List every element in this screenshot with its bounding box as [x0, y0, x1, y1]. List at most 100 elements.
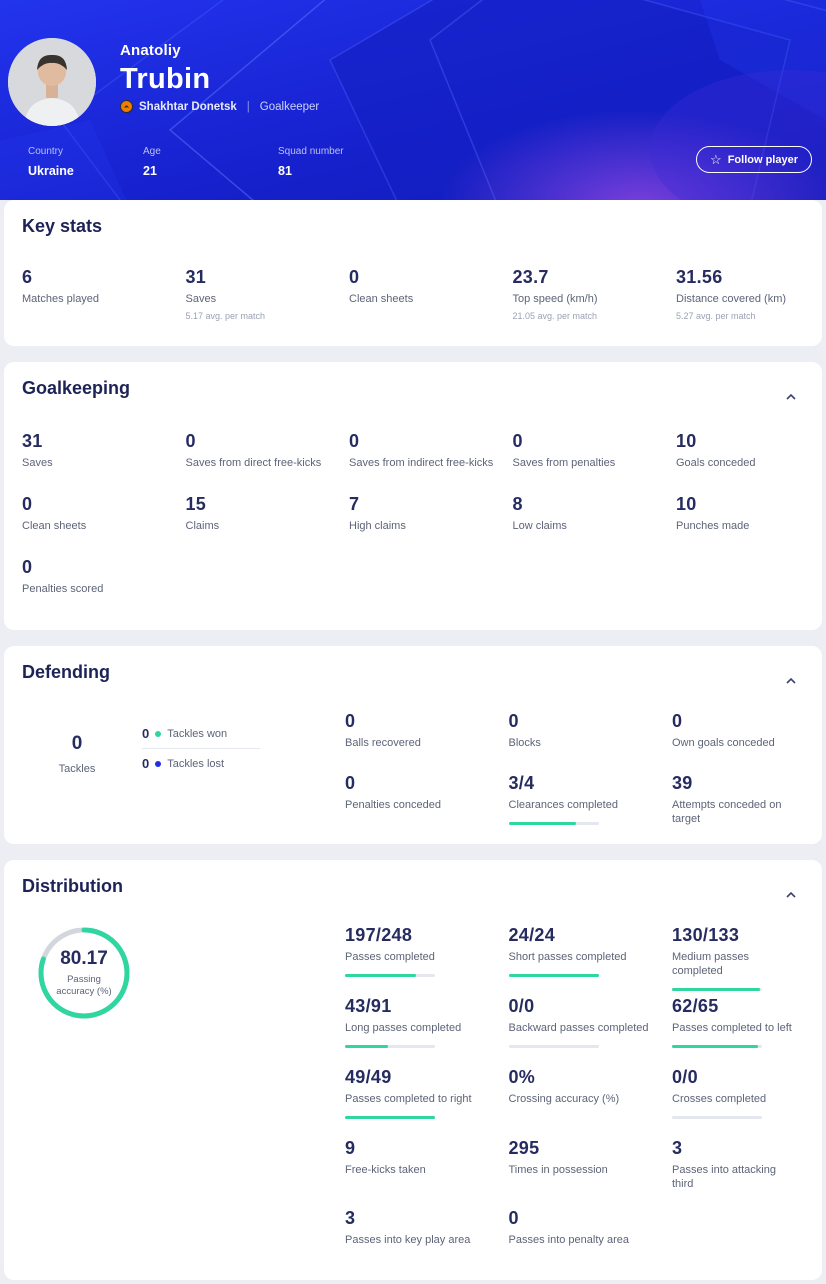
avatar — [8, 38, 96, 126]
stat-passes-completed-to-right: 49/49 Passes completed to right — [345, 1053, 509, 1124]
player-first-name: Anatoliy — [120, 42, 181, 59]
defending-collapse-button[interactable] — [784, 670, 798, 689]
stat-long-passes-completed: 43/91 Long passes completed — [345, 982, 509, 1053]
goalkeeping-grid: 31 Saves 0 Saves from direct free-kicks … — [18, 431, 808, 635]
stat-medium-passes-completed: 130/133 Medium passes completed — [672, 911, 808, 991]
stat-matches-played: 6 Matches played — [22, 267, 186, 321]
chevron-up-icon — [786, 677, 796, 684]
stat-value: 0 — [512, 431, 523, 451]
stat-value: 0% — [508, 1067, 536, 1087]
star-icon: ☆ — [710, 152, 722, 167]
stat-label: Saves from penalties — [512, 457, 616, 469]
stat-value: 0 — [345, 773, 356, 793]
stat-penalties-conceded: 0 Penalties conceded — [345, 773, 509, 827]
stat-value: 0 — [508, 711, 519, 731]
stat-blocks: 0 Blocks — [509, 711, 673, 753]
meta-value: 21 — [143, 164, 157, 178]
tackles-won-label: Tackles won — [167, 727, 228, 740]
stat-label: Saves from indirect free-kicks — [349, 457, 494, 469]
progress-bar — [508, 1044, 599, 1048]
stat-goals-conceded: 10 Goals conceded — [676, 431, 808, 473]
club-position-separator: | — [246, 100, 250, 113]
goalkeeping-collapse-button[interactable] — [784, 386, 798, 405]
stat-value: 0 — [71, 733, 83, 754]
stat-label: Blocks — [508, 737, 541, 749]
stat-label: Saves — [185, 293, 217, 305]
club-name[interactable]: Shakhtar Donetsk — [139, 100, 237, 113]
stat-label: Distance covered (km) — [676, 293, 787, 305]
stat-passes-into-penalty-area: 0 Passes into penalty area — [509, 1194, 673, 1264]
progress-bar — [672, 1044, 762, 1048]
stat-label: Long passes completed — [345, 1022, 462, 1034]
progress-bar — [672, 1115, 762, 1119]
stat-label: Passes into attacking third — [672, 1164, 776, 1190]
stat-value: 62/65 — [672, 996, 719, 1016]
club-position-row: Shakhtar Donetsk | Goalkeeper — [120, 100, 319, 113]
stat-label: Clean sheets — [349, 293, 414, 305]
stat-sub-label: 5.17 avg. per match — [185, 310, 266, 321]
stat-value: 130/133 — [672, 925, 740, 945]
progress-bar — [508, 973, 599, 977]
meta-label: Age — [143, 146, 161, 157]
stat-label: Passes into penalty area — [508, 1234, 629, 1246]
stat-label: Passes completed to left — [672, 1022, 792, 1034]
stat-sub-label: 21.05 avg. per match — [512, 310, 598, 321]
stat-label: Backward passes completed — [508, 1022, 649, 1034]
meta-label: Country — [28, 146, 64, 157]
chevron-up-icon — [786, 393, 796, 400]
stat-label: Medium passes completed — [672, 951, 750, 977]
stat-saves: 31 Saves — [22, 431, 186, 473]
follow-player-button[interactable]: ☆ Follow player — [696, 146, 812, 173]
follow-player-label: Follow player — [727, 153, 798, 166]
stat-label: High claims — [349, 520, 406, 532]
stat-value: 0 — [672, 711, 683, 731]
stat-label: Crosses completed — [672, 1093, 767, 1105]
tackles-lost-dot-icon — [155, 760, 162, 767]
stat-label: Low claims — [512, 520, 567, 532]
defending-title: Defending — [22, 662, 110, 682]
meta-value: 81 — [278, 164, 292, 178]
stat-label: Own goals conceded — [672, 737, 775, 749]
stat-passes-completed-to-left: 62/65 Passes completed to left — [672, 982, 808, 1053]
stat-value: 9 — [345, 1138, 356, 1158]
meta-label: Squad number — [278, 146, 344, 157]
meta-age: Age 21 — [143, 146, 161, 178]
stat-label: Clearances completed — [508, 799, 618, 811]
stat-value: 43/91 — [345, 996, 392, 1016]
stat-label: Passes completed — [345, 951, 435, 963]
stat-value: 49/49 — [345, 1067, 392, 1087]
progress-bar-fill — [672, 987, 760, 991]
meta-squad-number: Squad number 81 — [278, 146, 344, 178]
chevron-up-icon — [786, 891, 796, 898]
stat-crosses-completed: 0/0 Crosses completed — [672, 1053, 808, 1124]
player-meta-row: Country Ukraine Age 21 Squad number 81 — [0, 146, 826, 200]
progress-bar-fill — [345, 973, 417, 977]
stat-label: Attempts conceded on target — [672, 799, 782, 825]
progress-bar-fill — [508, 973, 599, 977]
stat-clean-sheets: 0 Clean sheets — [22, 494, 186, 536]
tackles-lost-label: Tackles lost — [167, 757, 225, 770]
stat-value: 197/248 — [345, 925, 413, 945]
stat-label: Clean sheets — [22, 520, 87, 532]
stat-label: Matches played — [22, 293, 100, 305]
stat-clean-sheets: 0 Clean sheets — [349, 267, 513, 321]
distribution-collapse-button[interactable] — [784, 884, 798, 903]
progress-bar — [345, 973, 435, 977]
progress-bar — [345, 1044, 435, 1048]
stat-value: 0 — [345, 711, 356, 731]
stat-top-speed: 23.7 Top speed (km/h) 21.05 avg. per mat… — [513, 267, 677, 321]
distribution-title: Distribution — [22, 876, 123, 896]
stat-value: 31 — [185, 267, 207, 287]
stat-value: 295 — [508, 1138, 540, 1158]
stat-saves-penalties: 0 Saves from penalties — [513, 431, 677, 473]
tackles-widget: 0 Tackles 0 Tackles won 0 Tackles lost — [18, 711, 345, 827]
passing-accuracy-gauge: 80.17 Passing accuracy (%) — [18, 911, 345, 1264]
gauge-ring — [38, 927, 130, 1019]
stat-value: 0 — [22, 557, 33, 577]
stat-label: Passes completed to right — [345, 1093, 472, 1105]
key-stats-card: Key stats 6 Matches played 31 Saves 5.17… — [4, 200, 822, 346]
stat-value: 39 — [672, 773, 693, 793]
stat-value: 0/0 — [508, 996, 535, 1016]
player-header: Anatoliy Trubin Shakhtar Donetsk | Goalk… — [0, 0, 826, 200]
stat-label: Saves from direct free-kicks — [185, 457, 322, 469]
